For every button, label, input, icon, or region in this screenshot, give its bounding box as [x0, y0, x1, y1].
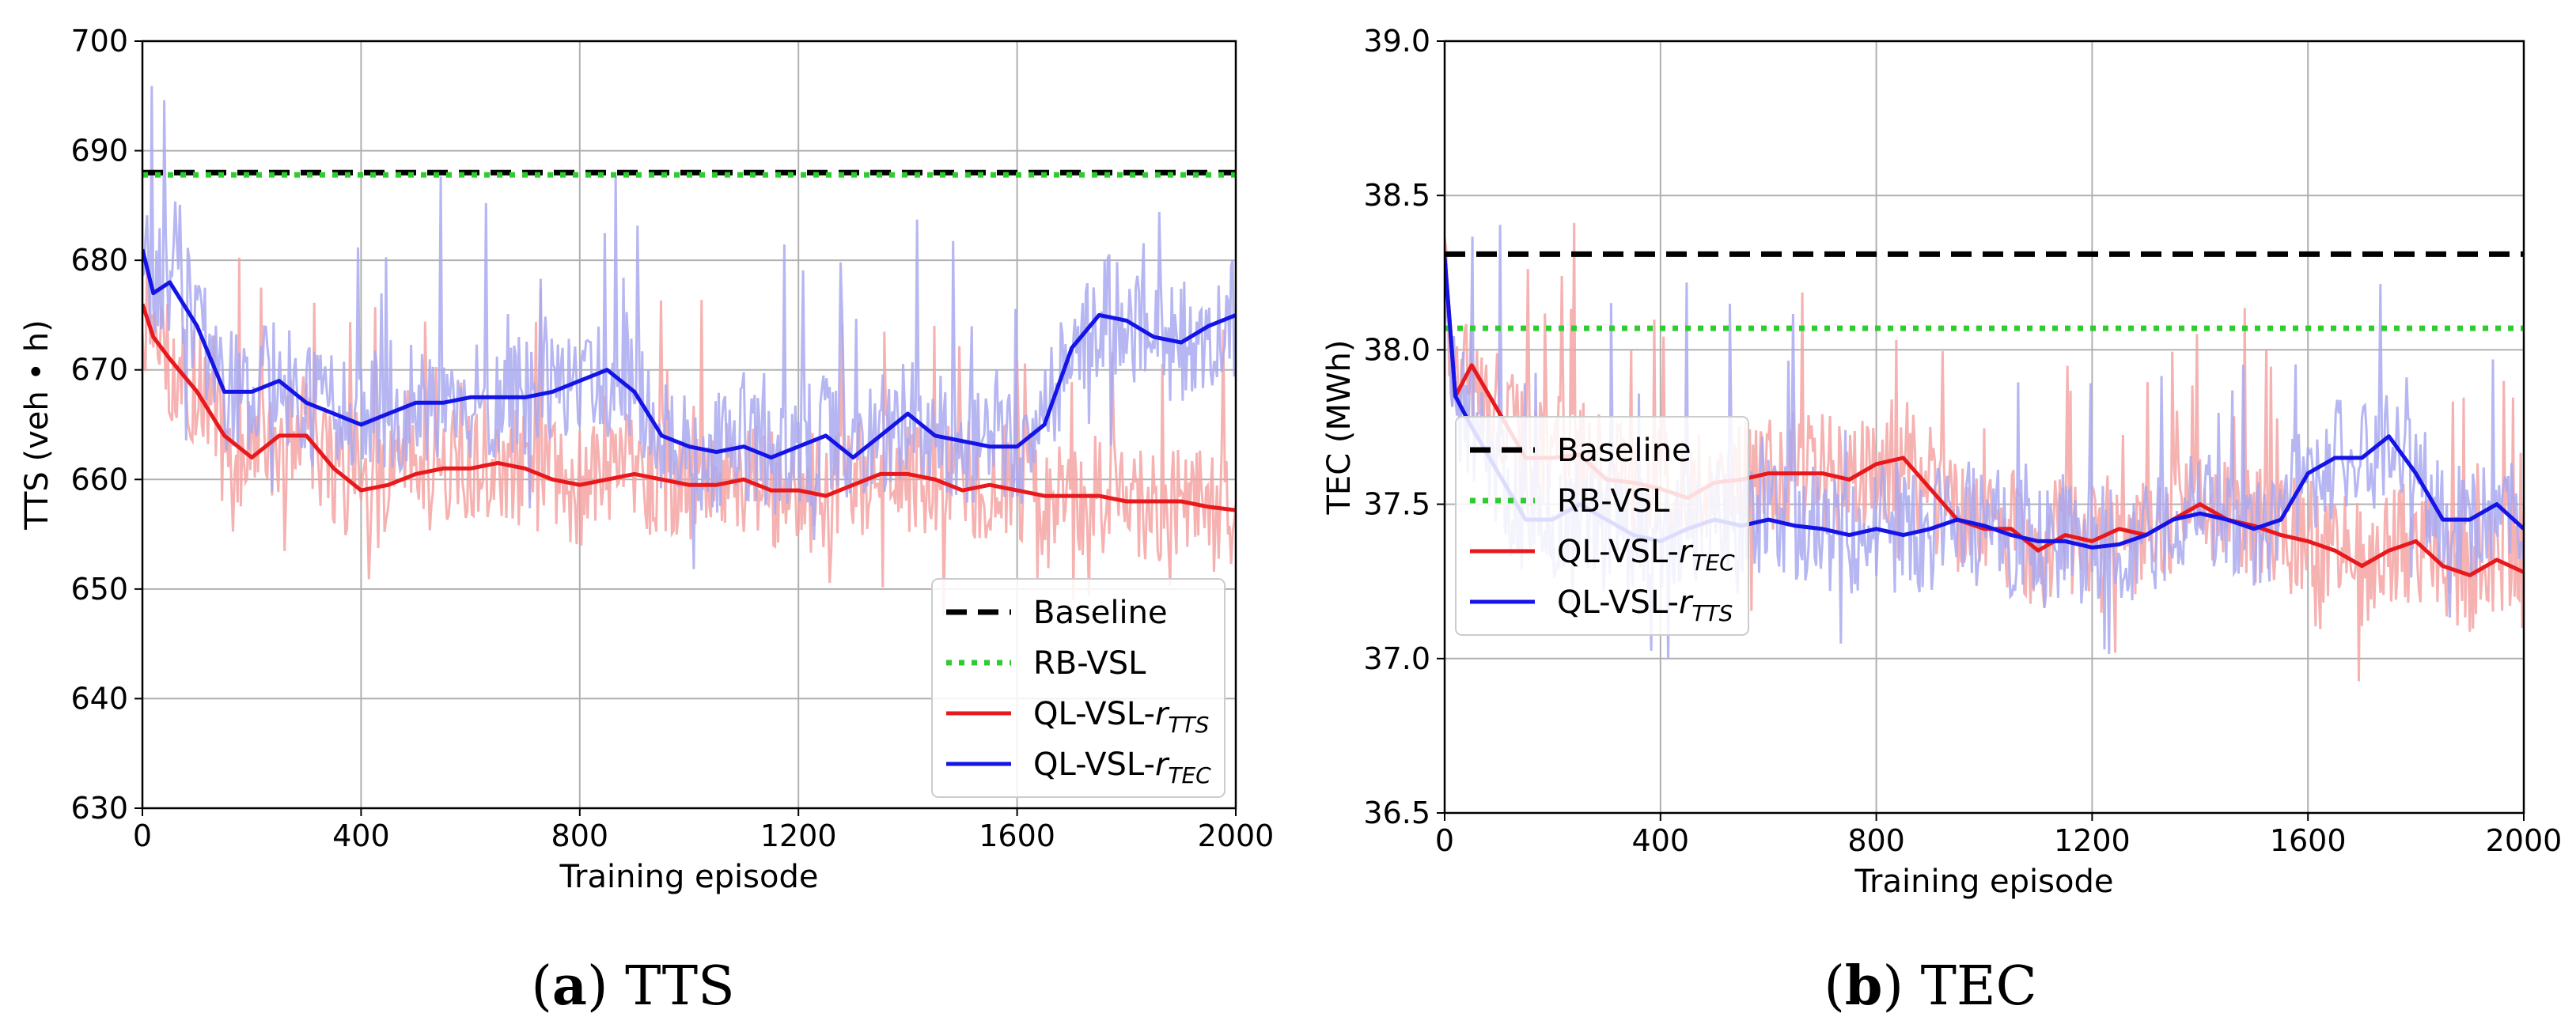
x-tick-label: 800 — [1847, 823, 1905, 858]
y-tick-label: 37.0 — [1363, 641, 1430, 676]
chart-tec: 0 400 800 1200 1600 2000 36.5 37.0 37.5 38.0 38.5 3… — [1321, 24, 2562, 900]
plot-frame — [1443, 40, 2525, 815]
legend: Baseline RB-VSL QL-VSL-rTTS QL-VSL-rTEC — [931, 578, 1225, 798]
legend-entry: RB-VSL — [1557, 483, 1670, 520]
y-tick-label: 38.5 — [1363, 178, 1430, 213]
plot-frame — [141, 40, 1237, 810]
caption-a: (a) TTS — [531, 955, 734, 1018]
legend-entry: QL-VSL-rTEC — [1033, 747, 1211, 788]
legend-entry: QL-VSL-rTTS — [1557, 584, 1733, 626]
x-tick-label: 1200 — [2054, 823, 2131, 858]
y-tick-label: 670 — [70, 353, 128, 387]
legend-entry: Baseline — [1033, 595, 1168, 631]
legend-entry: RB-VSL — [1033, 645, 1146, 682]
y-tick-label: 690 — [70, 134, 128, 168]
x-tick-label: 1200 — [760, 818, 837, 853]
series-ql-vsl-tts — [142, 303, 1236, 512]
y-axis-label: TEC (MWh) — [1321, 340, 1358, 516]
y-tick-label: 39.0 — [1363, 24, 1430, 59]
x-tick-label: 1600 — [2270, 823, 2347, 858]
legend-entry: QL-VSL-rTTS — [1033, 696, 1209, 738]
y-tick-label: 38.0 — [1363, 332, 1430, 367]
x-tick-label: 800 — [551, 818, 609, 853]
y-tick-label: 630 — [70, 791, 128, 826]
y-tick-label: 36.5 — [1363, 796, 1430, 830]
y-tick-label: 37.5 — [1363, 487, 1430, 522]
caption-b: (b) TEC — [1824, 955, 2036, 1018]
x-tick-label: 2000 — [2486, 823, 2563, 858]
x-axis-label: Training episode — [1854, 864, 2114, 900]
series-ql-vsl-tec — [142, 248, 1236, 460]
legend: Baseline RB-VSL QL-VSL-rTEC QL-VSL-rTTS — [1455, 416, 1749, 636]
x-tick-label: 0 — [133, 818, 152, 853]
x-tick-label: 0 — [1435, 823, 1454, 858]
raw-trace-tec — [142, 85, 1236, 569]
x-axis-label: Training episode — [559, 859, 819, 895]
y-tick-label: 700 — [70, 24, 128, 59]
y-axis-label: TTS (veh • h) — [19, 319, 55, 531]
y-tick-label: 650 — [70, 572, 128, 607]
chart-tts: 0 400 800 1200 1600 2000 630 640 650 660 670 680 690… — [19, 24, 1274, 895]
x-tick-label: 2000 — [1198, 818, 1275, 853]
y-tick-label: 640 — [70, 681, 128, 716]
x-tick-label: 400 — [332, 818, 390, 853]
x-tick-label: 400 — [1632, 823, 1690, 858]
y-tick-label: 660 — [70, 462, 128, 497]
legend-entry: QL-VSL-rTEC — [1557, 534, 1735, 576]
y-tick-label: 680 — [70, 243, 128, 278]
legend-entry: Baseline — [1557, 433, 1691, 469]
x-tick-label: 1600 — [979, 818, 1055, 853]
